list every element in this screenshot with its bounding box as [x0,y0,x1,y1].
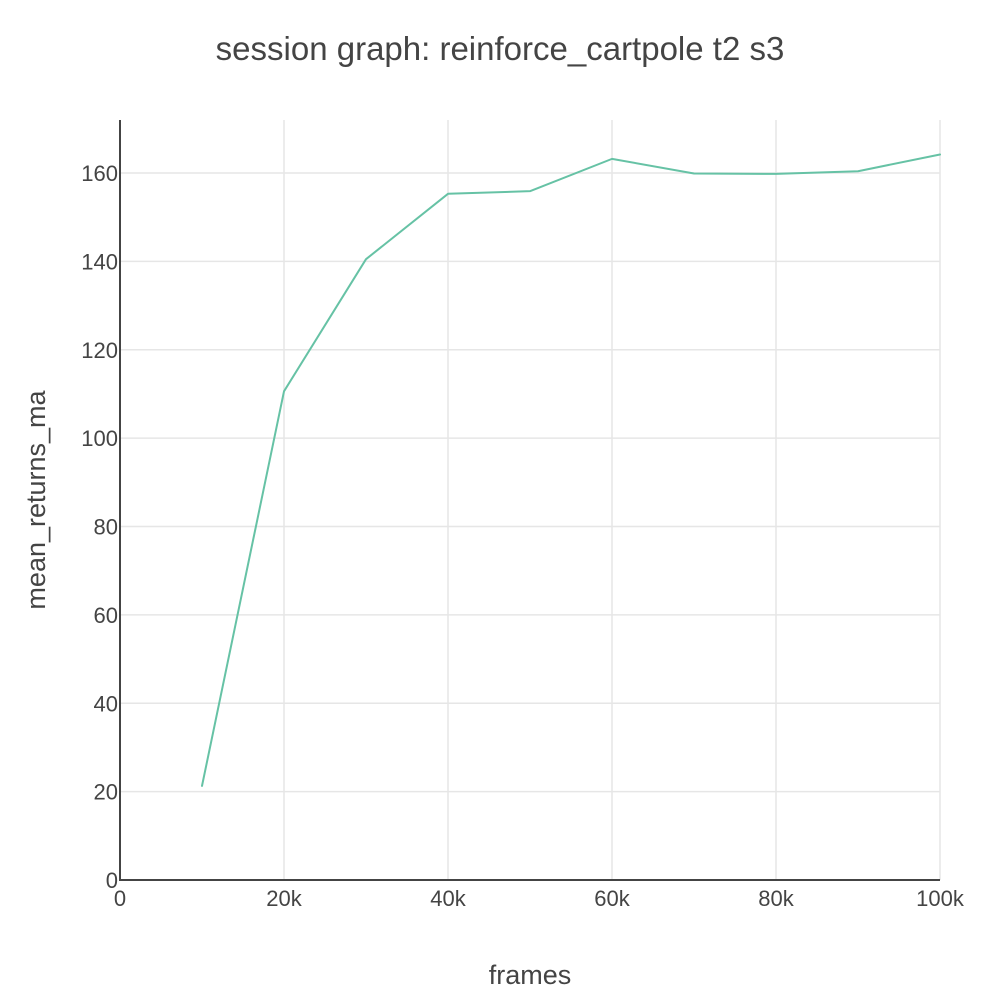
y-tick-label: 120 [81,338,118,363]
y-tick-label: 40 [94,691,118,716]
grid-layer [120,120,941,880]
x-tick-label: 0 [114,886,126,911]
x-tick-label: 40k [430,886,466,911]
x-axis-title: frames [489,960,572,990]
x-tick-label: 100k [916,886,965,911]
y-axis-title: mean_returns_ma [21,389,51,609]
series-layer [201,153,941,787]
y-tick-label: 140 [81,249,118,274]
y-tick-label: 0 [106,868,118,893]
chart-title: session graph: reinforce_cartpole t2 s3 [216,30,785,67]
y-tick-label: 60 [94,603,118,628]
axis-layer [119,120,940,881]
tick-label-layer: 0 20k 40k 60k 80k 100k 0 20 40 60 80 100 120 140 160 [81,161,965,911]
x-tick-label: 20k [266,886,302,911]
y-tick-label: 80 [94,515,118,540]
y-tick-label: 100 [81,426,118,451]
series-line [201,153,941,787]
x-tick-label: 80k [758,886,794,911]
y-tick-label: 20 [94,780,118,805]
y-tick-label: 160 [81,161,118,186]
x-tick-label: 60k [594,886,630,911]
